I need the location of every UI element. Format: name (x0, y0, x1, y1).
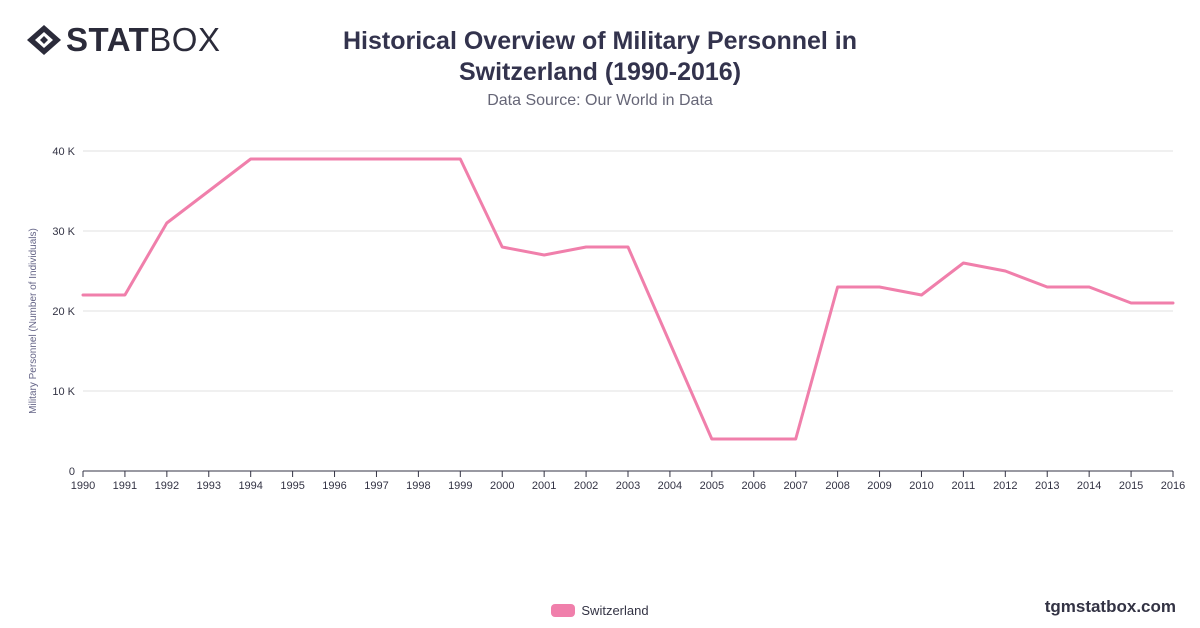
x-tick-label: 2013 (1035, 480, 1059, 492)
y-tick-label: 40 K (52, 146, 75, 158)
x-tick-label: 2003 (616, 480, 640, 492)
x-tick-label: 1992 (155, 480, 179, 492)
x-tick-label: 2001 (532, 480, 556, 492)
logo-text-light: BOX (149, 21, 221, 58)
x-tick-label: 1990 (71, 480, 95, 492)
logo-text: STATBOX (66, 22, 220, 58)
x-tick-label: 2014 (1077, 480, 1101, 492)
x-tick-label: 1999 (448, 480, 472, 492)
x-tick-label: 2006 (742, 480, 766, 492)
x-tick-label: 2012 (993, 480, 1017, 492)
x-tick-label: 1991 (113, 480, 137, 492)
x-tick-label: 2002 (574, 480, 598, 492)
diamond-logo-icon (27, 25, 61, 55)
x-tick-label: 1993 (197, 480, 221, 492)
logo-text-bold: STAT (66, 21, 150, 58)
watermark: tgmstatbox.com (1044, 597, 1176, 616)
x-tick-label: 2016 (1161, 480, 1185, 492)
x-tick-label: 2007 (783, 480, 807, 492)
x-tick-label: 1994 (238, 480, 262, 492)
y-tick-label: 10 K (52, 386, 75, 398)
y-axis-title: Military Personnel (Number of Individual… (28, 228, 39, 414)
x-tick-label: 2008 (825, 480, 849, 492)
x-tick-label: 2015 (1119, 480, 1143, 492)
x-tick-label: 1996 (322, 480, 346, 492)
x-tick-label: 2011 (952, 480, 976, 492)
x-tick-label: 1997 (364, 480, 388, 492)
chart-title: Historical Overview of Military Personne… (342, 27, 858, 86)
x-tick-label: 1995 (280, 480, 304, 492)
x-tick-label: 2000 (490, 480, 514, 492)
statbox-logo: STATBOX (26, 22, 220, 58)
legend-label[interactable]: Switzerland (581, 603, 649, 618)
x-tick-label: 2010 (909, 480, 933, 492)
legend: Switzerland (0, 603, 1200, 618)
x-tick-label: 1998 (406, 480, 430, 492)
x-tick-label: 2004 (658, 480, 682, 492)
y-tick-label: 30 K (52, 226, 75, 238)
x-tick-label: 2005 (700, 480, 724, 492)
series-line-switzerland (81, 157, 1175, 441)
chart-subtitle: Data Source: Our World in Data (487, 92, 713, 109)
legend-swatch[interactable] (551, 604, 576, 617)
x-tick-label: 2009 (867, 480, 891, 492)
y-tick-label: 20 K (52, 306, 75, 318)
y-tick-label: 0 (69, 466, 75, 478)
